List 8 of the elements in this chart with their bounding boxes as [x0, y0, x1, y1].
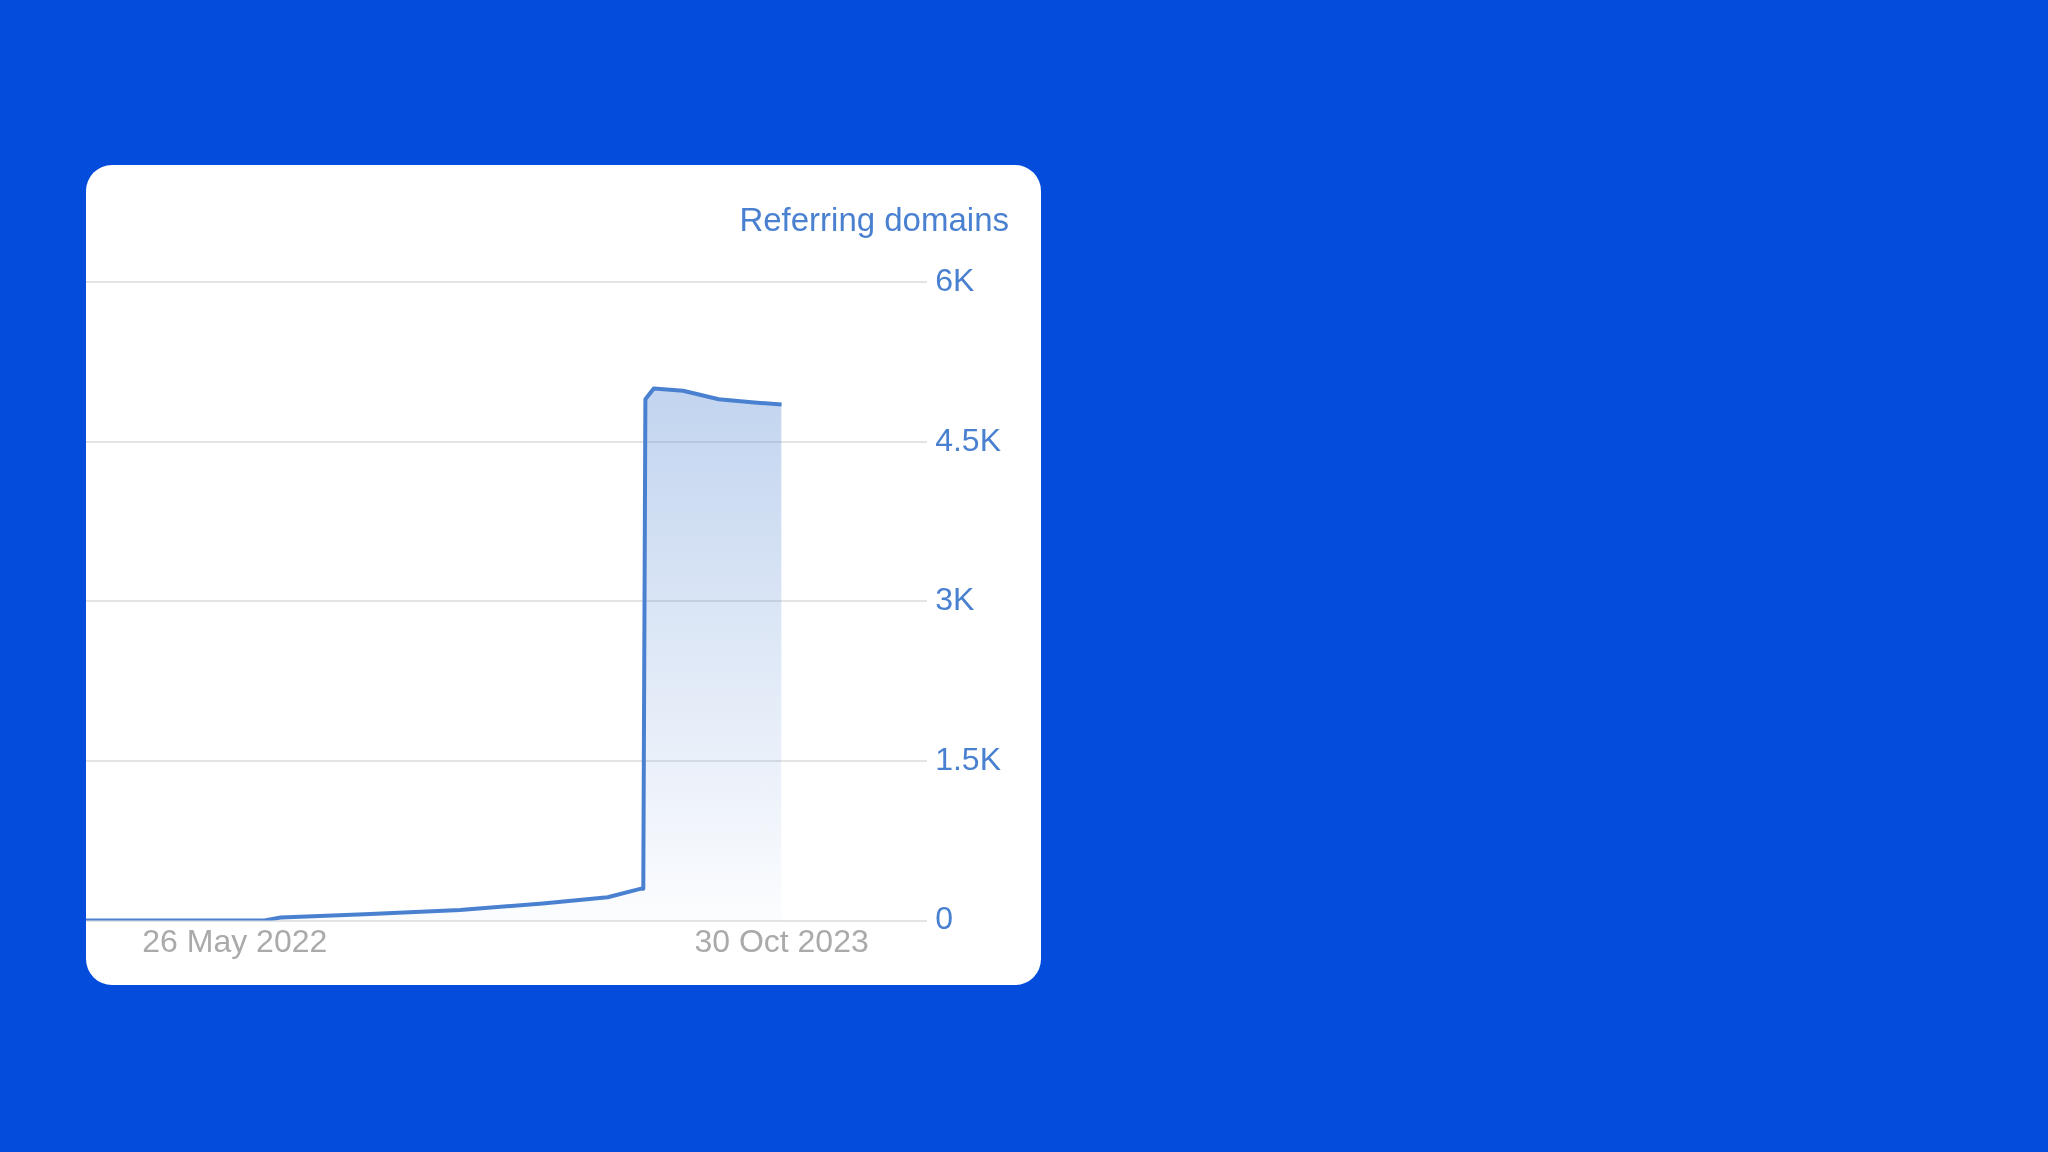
y-tick-label: 6K	[935, 262, 975, 299]
y-tick-label: 1.5K	[935, 740, 1001, 777]
x-tick-label: 26 May 2022	[142, 922, 328, 959]
y-tick-label: 3K	[935, 581, 975, 618]
x-tick-label: 30 Oct 2023	[694, 922, 869, 959]
y-tick-label: 4.5K	[935, 421, 1001, 458]
y-axis-title: Referring domains	[739, 201, 1009, 239]
y-tick-label: 0	[935, 900, 953, 937]
